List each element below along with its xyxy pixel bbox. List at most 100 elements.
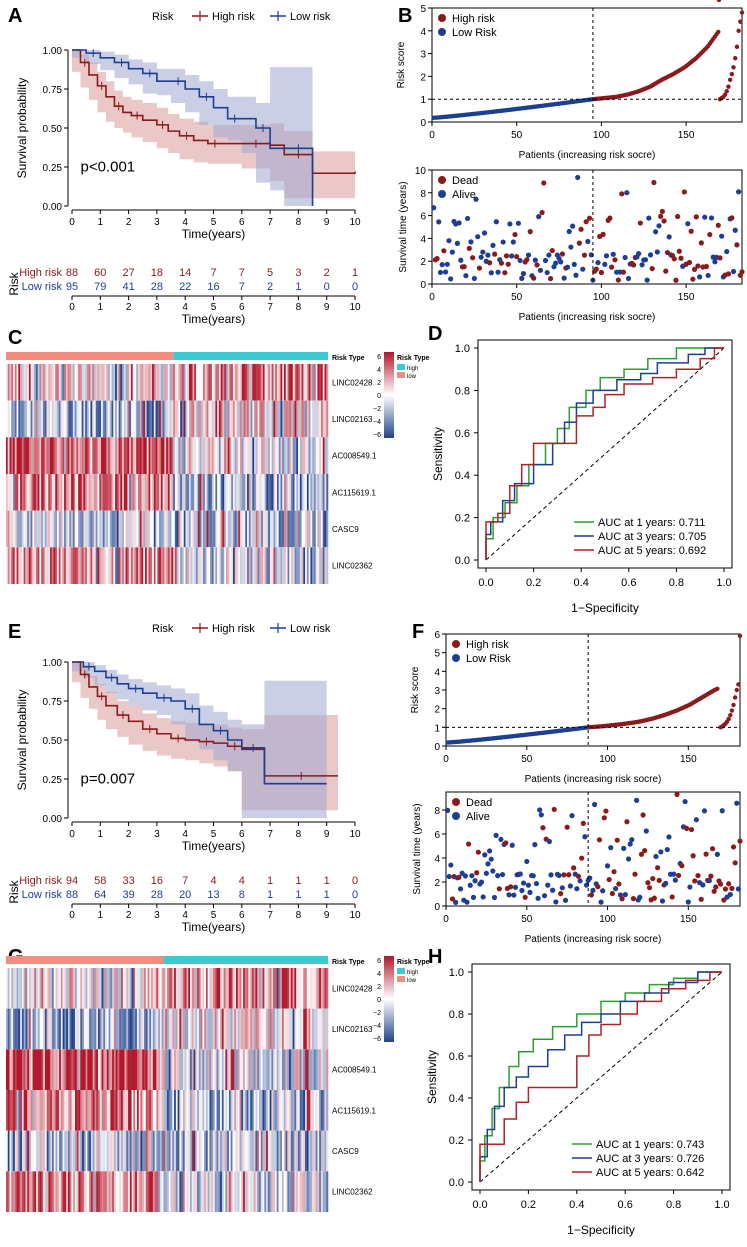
- heat-cell-c-1-155: [278, 400, 281, 438]
- heat-cell-g-0-108: [197, 968, 200, 1009]
- heat-cell-g-3-138: [250, 1090, 253, 1131]
- heat-cell-c-3-5: [14, 474, 17, 511]
- time-point-b_time-62: [534, 262, 540, 268]
- risk-table-cell-a-0-1: 60: [94, 267, 106, 279]
- heat-cell-c-1-166: [298, 400, 301, 438]
- heat-cell-c-0-146: [262, 364, 265, 401]
- heat-cell-g-1-136: [246, 1008, 249, 1050]
- heat-cell-c-2-181: [324, 437, 327, 474]
- heat-cell-g-5-56: [105, 1171, 108, 1212]
- heat-cell-g-0-12: [27, 968, 30, 1009]
- heat-cell-g-1-31: [60, 1008, 63, 1050]
- km-xtick-label-a-8: 8: [296, 217, 302, 228]
- time-point-f_time-86: [582, 834, 588, 840]
- heat-cell-g-4-92: [168, 1130, 171, 1172]
- heat-cell-g-5-122: [221, 1171, 224, 1212]
- heat-cell-g-4-55: [103, 1130, 106, 1172]
- heat-cell-g-4-43: [82, 1130, 85, 1172]
- risk-table-cell-e-1-1: 64: [94, 889, 106, 901]
- heat-cell-c-2-179: [320, 437, 324, 474]
- heat-cell-g-4-66: [122, 1130, 125, 1172]
- heat-cell-g-1-24: [48, 1008, 51, 1050]
- heat-cell-c-0-41: [78, 364, 81, 401]
- heat-scale-label-g-0: 6: [377, 958, 381, 965]
- heat-cell-g-4-11: [25, 1130, 28, 1172]
- time-point-b_time-41: [498, 260, 505, 266]
- time-point-f_time-55: [532, 842, 538, 848]
- heat-cell-c-1-5: [14, 400, 17, 438]
- heat-cell-c-4-104: [188, 510, 192, 548]
- heat-cell-c-0-1: [7, 364, 10, 401]
- heat-cell-g-2-115: [209, 1049, 212, 1090]
- heat-cell-c-1-141: [254, 400, 257, 438]
- score-legend-dot-b_score-0: [438, 14, 446, 22]
- heat-cell-c-5-53: [99, 547, 102, 584]
- heat-cell-g-5-86: [158, 1171, 161, 1212]
- time-point-b_time-56: [524, 257, 530, 263]
- heat-cell-g-4-101: [184, 1130, 187, 1172]
- heat-cell-g-0-67: [124, 968, 127, 1009]
- heat-cell-g-3-96: [175, 1090, 178, 1131]
- heat-cell-c-4-137: [247, 510, 250, 548]
- heat-cell-g-1-58: [108, 1008, 111, 1050]
- time-point-b_time-4: [436, 219, 442, 225]
- time-point-f_time-37: [503, 840, 509, 846]
- heat-cell-c-5-134: [241, 547, 244, 584]
- heat-cell-c-0-23: [46, 364, 49, 401]
- heat-cell-c-0-105: [190, 364, 193, 401]
- heat-cell-c-5-141: [254, 547, 257, 584]
- heat-cell-c-0-127: [229, 364, 232, 401]
- heat-cell-g-0-181: [326, 968, 329, 1009]
- heat-cell-g-0-170: [306, 968, 309, 1009]
- heat-cell-g-5-81: [149, 1171, 152, 1212]
- time-point-f_time-52: [527, 889, 533, 895]
- heat-cell-g-2-68: [126, 1049, 129, 1090]
- heat-cell-c-4-27: [53, 510, 56, 548]
- time-point-f_time-143: [674, 791, 680, 798]
- heat-cell-c-0-145: [261, 364, 264, 401]
- heat-cell-c-4-81: [148, 510, 151, 548]
- heat-scale-label-c-2: 2: [377, 380, 381, 387]
- heat-cell-c-2-164: [294, 437, 297, 474]
- time-point-f_time-85: [580, 820, 586, 826]
- heat-cell-c-4-55: [102, 510, 105, 548]
- heat-annot-low-g: [163, 956, 328, 964]
- heat-cell-g-0-161: [290, 968, 293, 1009]
- time-point-f_time-65: [548, 872, 554, 878]
- heat-cell-g-4-34: [66, 1130, 69, 1172]
- heat-cell-g-2-18: [37, 1049, 40, 1090]
- heat-cell-g-5-51: [96, 1171, 99, 1212]
- heat-cell-g-4-30: [59, 1130, 62, 1172]
- heat-cell-c-3-150: [269, 474, 272, 511]
- heat-cell-g-4-12: [27, 1130, 30, 1172]
- heat-cell-g-2-17: [36, 1049, 39, 1090]
- heat-cell-g-2-146: [264, 1049, 267, 1090]
- heat-cell-c-4-34: [65, 510, 68, 548]
- time-point-b_time-152: [686, 259, 693, 266]
- heat-cell-g-3-100: [182, 1090, 185, 1131]
- heat-cell-c-4-90: [164, 510, 167, 548]
- time-point-b_time-48: [510, 239, 516, 245]
- heat-cell-g-2-26: [52, 1049, 55, 1090]
- heat-cell-c-4-70: [129, 510, 132, 548]
- heat-cell-c-2-12: [27, 437, 30, 474]
- heat-cell-c-4-77: [141, 510, 144, 548]
- time-point-f_time-78: [569, 813, 575, 819]
- heat-cell-g-5-34: [66, 1171, 69, 1212]
- time-point-f_time-22: [478, 879, 485, 885]
- heat-cell-c-3-105: [190, 474, 193, 511]
- heat-cell-g-2-124: [225, 1049, 228, 1090]
- time-point-b_time-38: [493, 219, 499, 225]
- heat-cell-g-3-18: [37, 1090, 40, 1131]
- heat-cell-c-3-80: [146, 474, 149, 511]
- heat-cell-c-5-167: [299, 547, 302, 584]
- heat-cell-g-2-119: [216, 1049, 219, 1090]
- heat-cell-g-0-88: [161, 968, 164, 1009]
- heat-cell-g-1-94: [172, 1008, 175, 1050]
- heat-cell-c-1-46: [86, 400, 89, 438]
- heat-cell-c-5-70: [129, 547, 132, 584]
- heat-cell-g-2-50: [94, 1049, 97, 1090]
- heat-cell-c-5-145: [261, 547, 264, 584]
- time-point-b_time-82: [568, 244, 574, 250]
- heat-cell-g-5-91: [167, 1171, 170, 1212]
